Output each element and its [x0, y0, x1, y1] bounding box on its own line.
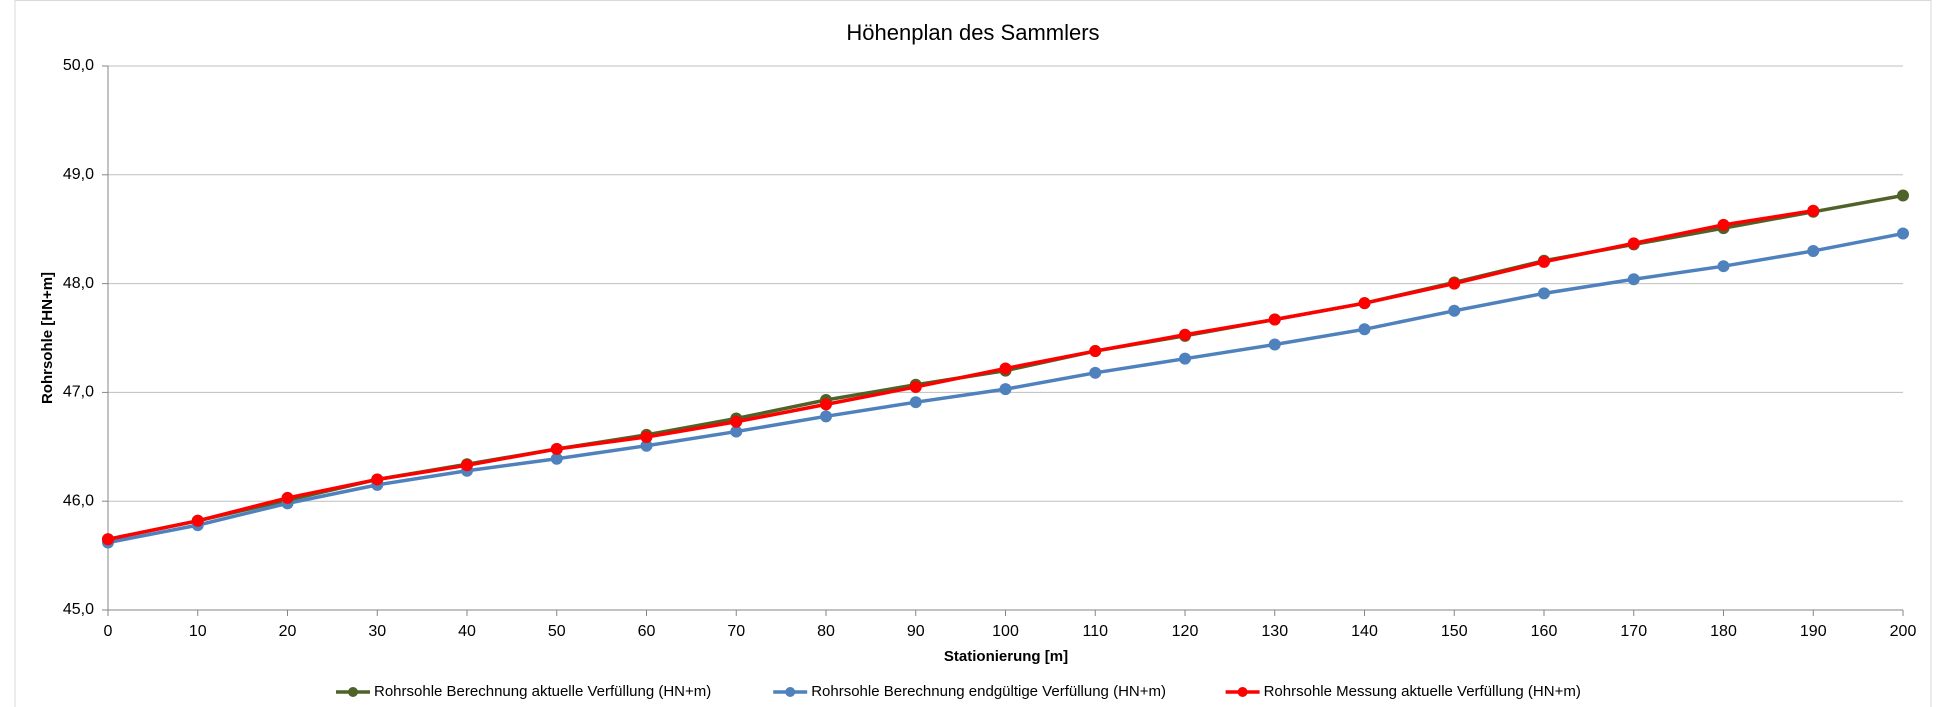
point	[1448, 304, 1461, 317]
x-tick-label: 20	[279, 623, 297, 640]
point	[1448, 277, 1461, 290]
y-axis-label: Rohrsohle [HN+m]	[39, 272, 56, 404]
x-tick-label: 170	[1620, 623, 1647, 640]
point	[550, 442, 563, 455]
point	[820, 398, 832, 411]
x-tick-label: 50	[548, 623, 566, 640]
point	[1358, 297, 1371, 310]
x-tick-label: 40	[458, 623, 476, 640]
point	[1089, 345, 1102, 358]
y-tick-label: 45,0	[63, 601, 94, 618]
x-tick-label: 120	[1172, 623, 1199, 640]
y-tick-label: 49,0	[63, 166, 94, 183]
point	[281, 491, 294, 504]
chart-border	[14, 0, 1932, 707]
legend-marker	[785, 687, 796, 697]
x-tick-label: 80	[817, 623, 835, 640]
x-tick-label: 60	[638, 623, 656, 640]
point	[640, 439, 653, 452]
point	[550, 452, 563, 465]
y-tick-label: 50,0	[63, 57, 94, 74]
legend-label: Rohrsohle Berechnung endgültige Verfüllu…	[811, 683, 1166, 700]
point	[1538, 287, 1550, 300]
point	[1627, 273, 1640, 286]
point	[1717, 218, 1730, 231]
x-tick-label: 200	[1890, 623, 1917, 640]
x-tick-label: 130	[1261, 623, 1288, 640]
point	[1717, 260, 1730, 273]
point	[999, 383, 1012, 396]
point	[1268, 313, 1281, 326]
y-tick-label: 46,0	[63, 492, 94, 509]
point	[1807, 244, 1820, 257]
point	[191, 514, 204, 527]
x-tick-label: 70	[727, 623, 745, 640]
x-tick-label: 190	[1800, 623, 1827, 640]
legend-marker	[348, 687, 358, 697]
point	[1897, 189, 1909, 202]
x-tick-label: 110	[1082, 623, 1108, 640]
point	[1358, 323, 1371, 336]
x-tick-label: 160	[1531, 623, 1558, 640]
point	[730, 415, 743, 428]
point	[1807, 204, 1820, 217]
x-tick-label: 30	[368, 623, 386, 640]
series-line	[107, 208, 1814, 541]
point	[1179, 352, 1191, 365]
point	[999, 362, 1012, 375]
x-tick-label: 140	[1351, 623, 1378, 640]
point	[730, 425, 743, 438]
point	[909, 396, 922, 409]
x-tick-label: 180	[1710, 623, 1737, 640]
x-tick-label: 90	[907, 623, 925, 640]
point	[1538, 255, 1550, 268]
point	[1089, 366, 1102, 379]
point	[371, 473, 384, 486]
x-axis-label: Stationierung [m]	[944, 648, 1068, 665]
y-tick-label: 48,0	[63, 275, 94, 292]
point	[909, 380, 922, 393]
legend-label: Rohrsohle Messung aktuelle Verfüllung (H…	[1264, 683, 1581, 700]
legend-marker	[1237, 687, 1248, 697]
legend-label: Rohrsohle Berechnung aktuelle Verfüllung…	[374, 683, 711, 700]
y-tick-label: 47,0	[63, 384, 94, 401]
x-tick-label: 0	[104, 623, 113, 640]
point	[1268, 338, 1281, 351]
x-tick-label: 10	[189, 623, 207, 640]
point	[461, 459, 473, 472]
point	[640, 431, 653, 444]
point	[1897, 227, 1909, 240]
chart-title: Höhenplan des Sammlers	[846, 20, 1099, 45]
point	[820, 410, 832, 423]
x-tick-label: 150	[1441, 623, 1468, 640]
point	[1627, 237, 1640, 250]
point	[102, 533, 114, 546]
point	[1179, 328, 1191, 341]
x-tick-label: 100	[992, 623, 1019, 640]
